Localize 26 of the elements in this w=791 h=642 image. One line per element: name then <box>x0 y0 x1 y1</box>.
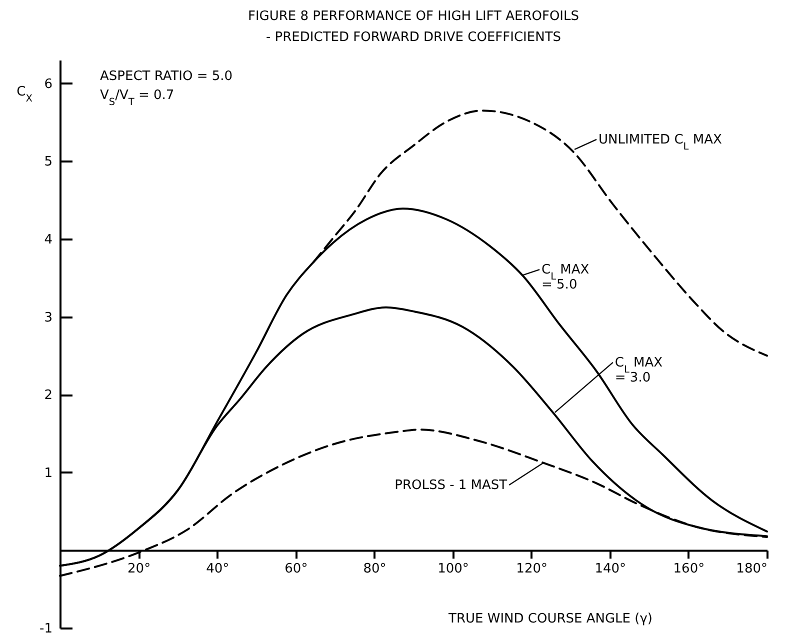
annotation: C$_{L}$ MAX = 5.0 <box>542 262 590 293</box>
y-tick-label: 1 <box>44 466 52 481</box>
y-tick-label: 6 <box>44 76 52 92</box>
chart-subtitle: - PREDICTED FORWARD DRIVE COEFFICIENTS <box>266 30 562 45</box>
annotation: PROLSS - 1 MAST <box>394 478 508 494</box>
x-tick-label: 20° <box>128 562 151 577</box>
y-tick-label: 3 <box>44 310 52 326</box>
annotation: UNLIMITED C$_{L}$ MAX <box>598 132 722 152</box>
annotation: C$_{L}$ MAX = 3.0 <box>614 355 663 386</box>
x-tick-label: 60° <box>284 562 308 577</box>
y-tick-label: -1 <box>40 622 52 636</box>
y-axis-title: C$_{X}$ <box>16 84 33 104</box>
x-tick-label: 100° <box>438 562 469 577</box>
y-tick-label: 4 <box>44 232 52 248</box>
x-tick-label: 80° <box>363 562 386 577</box>
y-tick-label: 2 <box>44 388 52 404</box>
y-tick-label: 5 <box>44 154 52 170</box>
x-tick-label: 140° <box>594 562 626 577</box>
x-tick-label: 40° <box>206 562 230 577</box>
x-tick-label: 180° <box>736 562 768 577</box>
chart-title: FIGURE 8 PERFORMANCE OF HIGH LIFT AEROFOILS <box>248 9 580 24</box>
annotation: ASPECT RATIO = 5.0 <box>100 69 233 84</box>
x-tick-label: 120° <box>516 562 548 577</box>
x-axis-title: TRUE WIND COURSE ANGLE (γ) <box>448 612 652 627</box>
x-tick-label: 160° <box>673 562 705 577</box>
annotation: V$_{S}$/V$_{T}$ = 0.7 <box>100 88 174 108</box>
